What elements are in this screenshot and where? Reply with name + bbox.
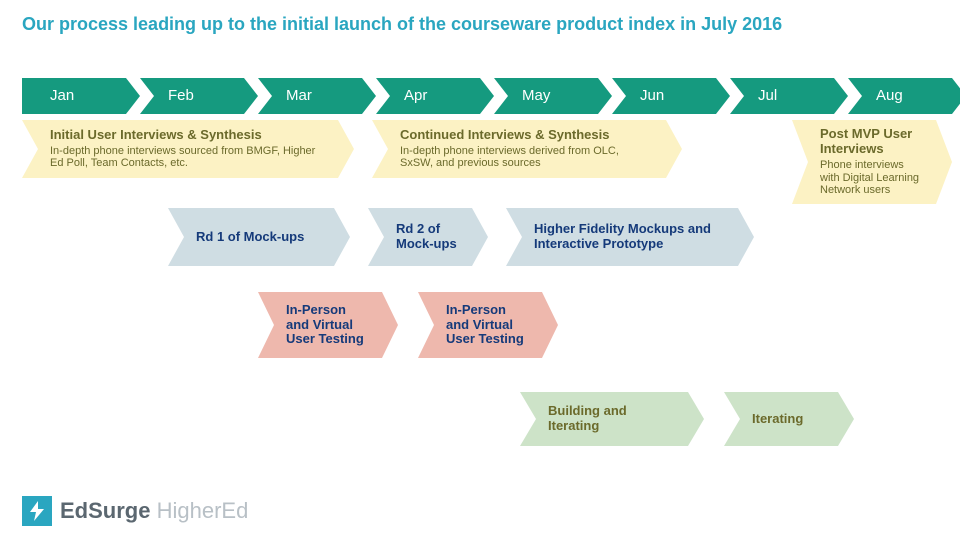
brand-text: EdSurge HigherEd bbox=[60, 498, 248, 524]
brand-logo: EdSurge HigherEd bbox=[22, 496, 248, 526]
task-title: Rd 1 of Mock-ups bbox=[196, 230, 320, 245]
task-body: In-depth phone interviews derived from O… bbox=[400, 145, 652, 170]
task-iterating: Iterating bbox=[724, 392, 854, 446]
month-label: Feb bbox=[168, 78, 194, 114]
page-title: Our process leading up to the initial la… bbox=[22, 14, 782, 35]
month-jul: Jul bbox=[730, 78, 848, 114]
month-label: May bbox=[522, 78, 550, 114]
brand-bold: EdSurge bbox=[60, 498, 150, 523]
task-hi-fi-mockups: Higher Fidelity Mockups and Interactive … bbox=[506, 208, 754, 266]
month-label: Apr bbox=[404, 78, 427, 114]
task-rd2-mockups: Rd 2 of Mock-ups bbox=[368, 208, 488, 266]
task-title: Initial User Interviews & Synthesis bbox=[50, 128, 324, 143]
month-label: Jul bbox=[758, 78, 777, 114]
task-building-iterating: Building and Iterating bbox=[520, 392, 704, 446]
task-title: Higher Fidelity Mockups and Interactive … bbox=[534, 222, 724, 252]
task-body: Phone interviews with Digital Learning N… bbox=[820, 159, 922, 197]
bolt-icon bbox=[22, 496, 52, 526]
task-body: In-depth phone interviews sourced from B… bbox=[50, 145, 324, 170]
month-label: Aug bbox=[876, 78, 903, 114]
task-continued-interviews: Continued Interviews & Synthesis In-depth… bbox=[372, 120, 682, 178]
month-aug: Aug bbox=[848, 78, 960, 114]
month-label: Mar bbox=[286, 78, 312, 114]
month-feb: Feb bbox=[140, 78, 258, 114]
task-post-mvp: Post MVP User InterviewsPhone interviews… bbox=[792, 120, 952, 204]
task-title: Building and Iterating bbox=[548, 404, 674, 434]
task-title: Continued Interviews & Synthesis bbox=[400, 128, 652, 143]
task-testing-1: In-Person and Virtual User Testing bbox=[258, 292, 398, 358]
month-may: May bbox=[494, 78, 612, 114]
brand-light: HigherEd bbox=[157, 498, 249, 523]
task-rd1-mockups: Rd 1 of Mock-ups bbox=[168, 208, 350, 266]
month-apr: Apr bbox=[376, 78, 494, 114]
task-testing-2: In-Person and Virtual User Testing bbox=[418, 292, 558, 358]
month-jan: Jan bbox=[22, 78, 140, 114]
task-title: Post MVP User Interviews bbox=[820, 127, 922, 157]
month-label: Jun bbox=[640, 78, 664, 114]
month-label: Jan bbox=[50, 78, 74, 114]
task-title: Iterating bbox=[752, 412, 824, 427]
task-title: In-Person and Virtual User Testing bbox=[446, 303, 528, 348]
task-initial-interviews: Initial User Interviews & Synthesis In-de… bbox=[22, 120, 354, 178]
task-title: Rd 2 of Mock-ups bbox=[396, 222, 458, 252]
month-jun: Jun bbox=[612, 78, 730, 114]
task-title: In-Person and Virtual User Testing bbox=[286, 303, 368, 348]
month-mar: Mar bbox=[258, 78, 376, 114]
